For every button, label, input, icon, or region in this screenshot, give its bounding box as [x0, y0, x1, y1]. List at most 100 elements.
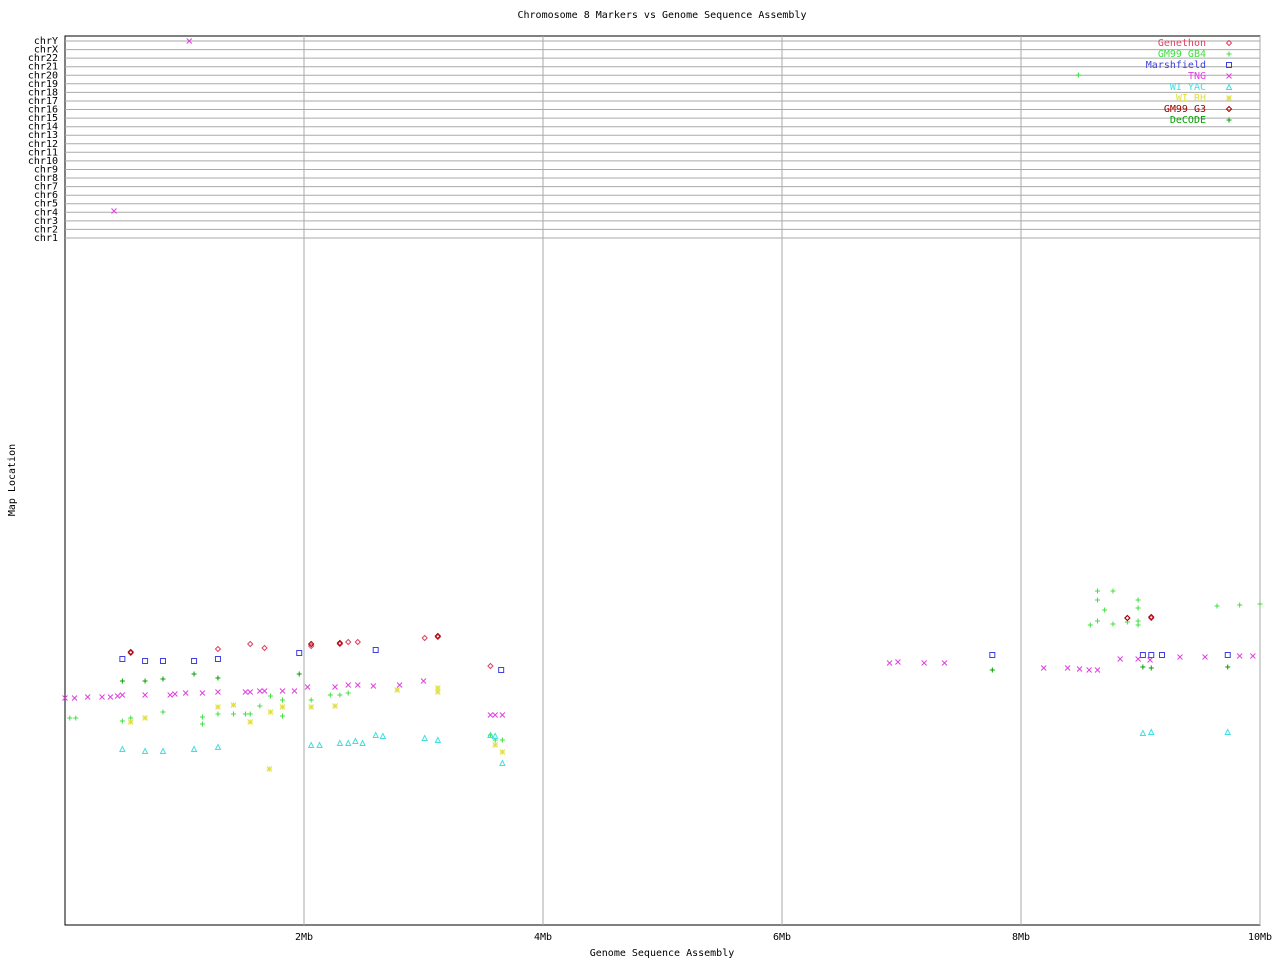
- y-tick-label: chr13: [28, 130, 58, 141]
- data-point: [895, 659, 901, 665]
- data-point: [1139, 729, 1147, 736]
- data-point: [1064, 665, 1071, 671]
- data-point: [215, 675, 221, 681]
- data-point: [186, 38, 193, 44]
- data-point: [268, 693, 274, 699]
- data-point: [267, 709, 274, 715]
- data-point: [1236, 653, 1243, 659]
- y-tick-label: chr16: [28, 105, 58, 116]
- data-point: [492, 712, 499, 718]
- data-point: [172, 691, 178, 697]
- data-point: [1148, 665, 1154, 671]
- data-point: [345, 690, 351, 696]
- data-point: [296, 650, 303, 656]
- x-tick-label: 2Mb: [295, 932, 313, 943]
- data-point: [160, 709, 166, 715]
- data-point: [345, 638, 352, 646]
- y-tick-label: chr20: [28, 70, 58, 81]
- data-point: [1110, 588, 1116, 594]
- data-point: [111, 208, 117, 214]
- legend-label: TNG: [1188, 71, 1206, 82]
- data-point: [921, 660, 928, 666]
- data-point: [1148, 652, 1155, 658]
- y-tick-label: chr5: [34, 199, 58, 210]
- y-tick-label: chr9: [34, 165, 58, 176]
- data-point: [379, 732, 387, 739]
- data-point: [434, 632, 442, 640]
- legend-marker: [1226, 73, 1232, 79]
- data-point: [242, 689, 249, 695]
- data-point: [279, 697, 285, 703]
- data-point: [434, 689, 441, 695]
- y-axis-label: Map Location: [7, 444, 18, 516]
- data-point: [487, 712, 494, 718]
- data-point: [247, 640, 254, 648]
- data-point: [261, 644, 268, 652]
- data-point: [394, 687, 401, 693]
- data-point: [214, 645, 222, 653]
- legend-marker: [1226, 51, 1232, 57]
- data-point: [159, 658, 166, 664]
- y-tick-label: chr7: [34, 182, 58, 193]
- y-tick-label: chr12: [28, 139, 58, 150]
- data-point: [499, 712, 506, 718]
- data-point: [215, 711, 221, 717]
- data-point: [279, 688, 286, 694]
- data-point: [73, 715, 79, 721]
- data-point: [352, 737, 359, 744]
- data-point: [434, 685, 441, 691]
- data-point: [1102, 607, 1108, 613]
- data-point: [372, 647, 379, 653]
- data-point: [1148, 613, 1155, 621]
- data-point: [119, 678, 125, 684]
- data-point: [336, 739, 344, 746]
- data-point: [199, 714, 205, 720]
- data-point: [247, 711, 253, 717]
- data-point: [498, 667, 505, 673]
- data-point: [119, 745, 126, 752]
- data-point: [1202, 654, 1208, 660]
- data-point: [1224, 728, 1232, 735]
- data-point: [1040, 665, 1047, 671]
- data-point: [1076, 666, 1083, 672]
- data-point: [1086, 667, 1092, 673]
- x-tick-label: 4Mb: [534, 932, 552, 943]
- y-tick-label: chr18: [28, 87, 58, 98]
- data-point: [354, 638, 361, 646]
- data-point: [487, 662, 494, 670]
- data-point: [316, 741, 323, 748]
- data-point: [84, 694, 91, 700]
- data-point: [1135, 605, 1141, 611]
- y-tick-label: chr19: [28, 79, 58, 90]
- data-point: [1094, 597, 1100, 603]
- data-point: [307, 640, 315, 648]
- data-point: [1117, 656, 1124, 662]
- data-point: [499, 749, 506, 755]
- data-point: [337, 692, 343, 698]
- x-tick-label: 6Mb: [773, 932, 791, 943]
- data-point: [215, 689, 221, 695]
- legend-label: GM99 G3: [1164, 104, 1206, 115]
- data-point: [372, 731, 380, 738]
- data-point: [487, 731, 494, 738]
- y-tick-label: chr8: [34, 173, 58, 184]
- data-point: [1135, 656, 1141, 662]
- data-point: [1087, 622, 1093, 628]
- data-point: [127, 648, 134, 656]
- data-point: [215, 704, 221, 710]
- data-point: [230, 711, 236, 717]
- data-point: [141, 747, 149, 754]
- data-point: [499, 759, 506, 766]
- legend-label: GM99 GB4: [1158, 49, 1206, 60]
- data-point: [499, 737, 505, 743]
- data-point: [327, 692, 333, 698]
- x-axis-label: Genome Sequence Assembly: [590, 948, 735, 959]
- data-point: [114, 693, 121, 699]
- y-tick-label: chr4: [34, 207, 58, 218]
- y-tick-label: chr6: [34, 190, 58, 201]
- data-point: [261, 688, 268, 694]
- data-point: [182, 690, 189, 696]
- data-point: [1214, 603, 1220, 609]
- data-point: [1110, 621, 1116, 627]
- data-point: [99, 694, 105, 700]
